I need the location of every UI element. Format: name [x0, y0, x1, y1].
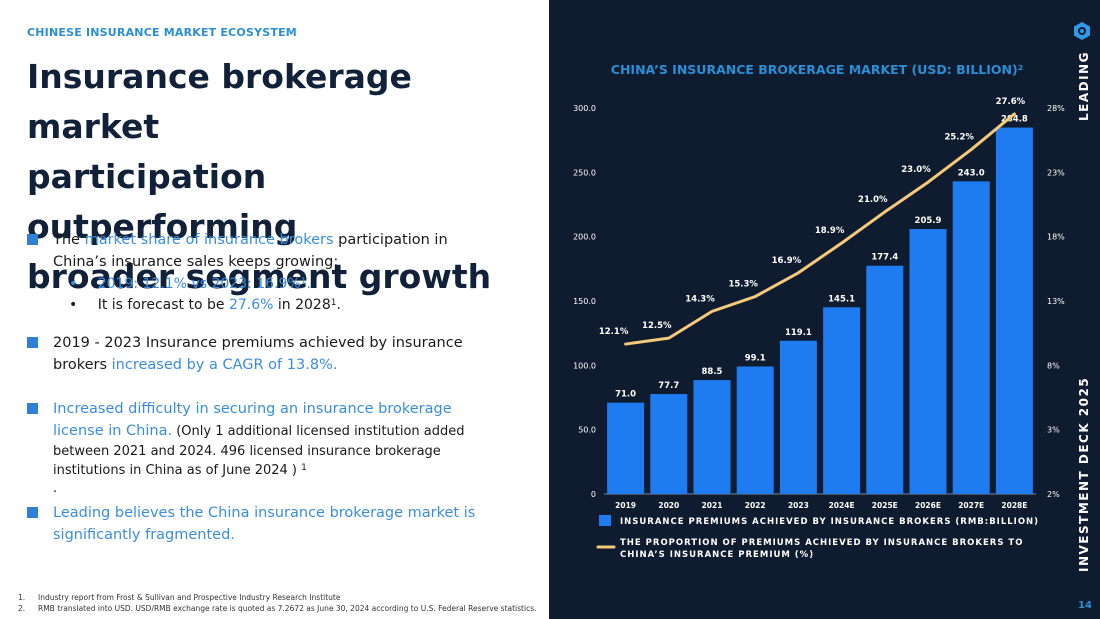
bar-value-label: 145.1: [828, 294, 855, 304]
bullet-square-icon: [27, 403, 38, 414]
footnotes: 1. Industry report from Frost & Sullivan …: [18, 592, 536, 614]
bar-value-label: 205.9: [915, 216, 942, 226]
bar-value-label: 284.8: [1001, 115, 1028, 125]
y-tick-label-right: 2%: [1047, 490, 1060, 499]
sub-bullet-2019: • 2019: 12.1% vs 2023: 16.9%1.: [69, 276, 311, 292]
bar: [866, 265, 904, 494]
y-tick-label-left: 200.0: [573, 233, 596, 242]
sub-bullet-forecast: • It is forecast to be 27.6% in 20281.: [69, 297, 341, 313]
bar-value-label: 77.7: [658, 381, 679, 391]
y-tick-label-right: 18%: [1047, 233, 1065, 242]
legend-bar-label: INSURANCE PREMIUMS ACHIEVED BY INSURANCE…: [620, 517, 1039, 527]
bullet-square-icon: [27, 234, 38, 245]
y-tick-label-left: 0: [591, 490, 596, 499]
x-tick-label: 2024E: [829, 501, 855, 510]
legend-bar-swatch: [599, 515, 611, 526]
x-tick-label: 2027E: [958, 501, 984, 510]
y-tick-label-left: 50.0: [578, 426, 596, 435]
section-label: CHINESE INSURANCE MARKET ECOSYSTEM: [27, 26, 297, 39]
bullet-square-icon: [27, 507, 38, 518]
y-tick-label-right: 3%: [1047, 426, 1060, 435]
x-tick-label: 2025E: [872, 501, 898, 510]
line-value-label: 21.0%: [858, 195, 888, 205]
y-tick-label-right: 23%: [1047, 168, 1065, 177]
y-tick-label-left: 300.0: [573, 104, 596, 113]
side-label-investment-deck: INVESTMENT DECK 2025: [1077, 376, 1091, 572]
bar-value-label: 119.1: [785, 328, 812, 338]
y-tick-label-left: 250.0: [573, 168, 596, 177]
bar: [650, 394, 688, 494]
page-number: 14: [1078, 600, 1092, 611]
x-tick-label: 2028E: [1001, 501, 1027, 510]
left-panel: CHINESE INSURANCE MARKET ECOSYSTEM Insur…: [0, 0, 549, 619]
bar: [823, 307, 861, 494]
title-line: participation outperforming: [27, 157, 298, 246]
title-line: Insurance brokerage market: [27, 57, 412, 146]
title-line: broader segment growth: [27, 257, 492, 296]
x-tick-label: 2021: [702, 501, 723, 510]
y-tick-label-left: 150.0: [573, 297, 596, 306]
x-tick-label: 2022: [745, 501, 766, 510]
side-label-leading: LEADING: [1077, 51, 1091, 121]
bar: [909, 229, 947, 495]
bullet-square-icon: [27, 337, 38, 348]
chart-title: CHINA’S INSURANCE BROKERAGE MARKET (USD:…: [611, 62, 1023, 77]
bar-value-label: 177.4: [871, 253, 898, 263]
bar-value-label: 99.1: [745, 353, 766, 363]
y-tick-label-right: 28%: [1047, 104, 1065, 113]
line-value-label: 16.9%: [772, 256, 802, 266]
bar: [952, 181, 990, 494]
line-value-label: 15.3%: [728, 280, 758, 290]
footnote: 1. Industry report from Frost & Sullivan …: [18, 593, 341, 602]
x-tick-label: 2023: [788, 501, 809, 510]
line-value-label: 25.2%: [944, 133, 974, 143]
line-value-label: 27.6%: [996, 97, 1026, 107]
line-value-label: 14.3%: [685, 294, 715, 304]
page-title: Insurance brokerage market participation…: [27, 52, 537, 302]
y-tick-label-right: 8%: [1047, 361, 1060, 370]
bar: [995, 127, 1033, 494]
bar: [693, 380, 731, 494]
leading-logo-icon: [1074, 22, 1090, 40]
bar-value-label: 88.5: [702, 367, 723, 377]
bar: [779, 340, 817, 494]
line-value-label: 12.5%: [642, 321, 672, 331]
bar: [736, 366, 774, 494]
y-tick-label-left: 100.0: [573, 361, 596, 370]
line-value-label: 12.1%: [599, 327, 629, 337]
bar-value-label: 243.0: [958, 168, 985, 178]
bar: [607, 402, 645, 494]
y-tick-label-right: 13%: [1047, 297, 1065, 306]
x-tick-label: 2019: [615, 501, 636, 510]
legend-line-label: THE PROPORTION OF PREMIUMS ACHIEVED BY I…: [620, 538, 1023, 548]
line-value-label: 23.0%: [901, 165, 931, 175]
line-value-label: 18.9%: [815, 226, 845, 236]
bar-value-label: 71.0: [615, 390, 636, 400]
proportion-line: [624, 112, 1016, 346]
x-tick-label: 2026E: [915, 501, 941, 510]
x-tick-label: 2020: [658, 501, 679, 510]
legend-line-label: CHINA’S INSURANCE PREMIUM (%): [620, 550, 814, 560]
footnote: 2. RMB translated into USD. USD/RMB excha…: [18, 604, 537, 613]
